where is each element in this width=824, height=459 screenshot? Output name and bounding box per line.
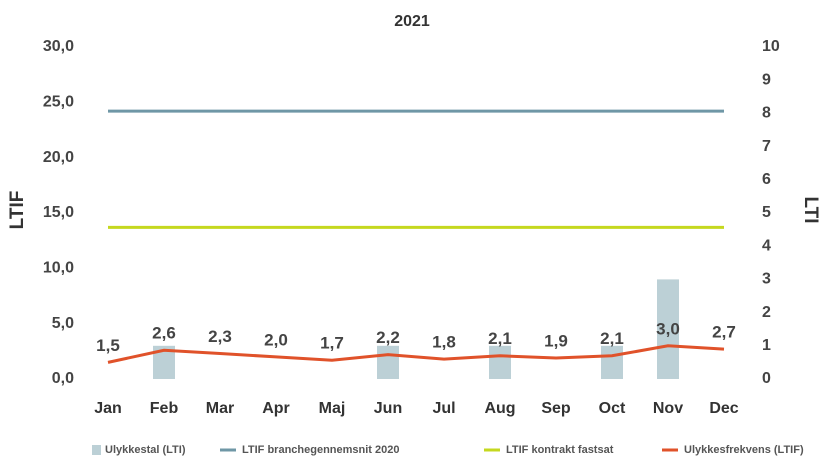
y2-tick-label: 7 (762, 138, 771, 155)
data-label: 2,0 (264, 330, 288, 349)
data-label: 2,3 (208, 327, 232, 346)
x-tick-label: Aug (484, 400, 515, 417)
x-tick-label: Oct (599, 400, 626, 417)
data-label: 2,2 (376, 328, 400, 347)
data-label: 1,7 (320, 334, 344, 353)
legend-label: LTIF branchegennemsnit 2020 (242, 444, 400, 456)
legend-swatch (92, 445, 101, 455)
y2-tick-label: 4 (762, 237, 771, 254)
x-tick-label: Maj (319, 400, 346, 417)
y2-tick-label: 10 (762, 38, 780, 55)
line (107, 344, 725, 364)
y-tick-label: 5,0 (52, 315, 74, 332)
data-label: 2,7 (712, 323, 736, 342)
y2-tick-label: 2 (762, 304, 771, 321)
bar (489, 345, 511, 379)
y2-axis-label: LTI (800, 196, 821, 223)
legend-label: Ulykkesfrekvens (LTIF) (684, 444, 804, 456)
y2-tick-label: 1 (762, 337, 771, 354)
data-label: 2,6 (152, 324, 176, 343)
y2-tick-label: 9 (762, 71, 771, 88)
bar (601, 345, 623, 379)
y2-tick-label: 3 (762, 271, 771, 288)
y2-tick-label: 0 (762, 370, 771, 387)
chart-title: 2021 (394, 13, 430, 30)
data-label: 3,0 (656, 319, 680, 338)
x-tick-label: Jul (432, 400, 455, 417)
data-label: 1,8 (432, 333, 456, 352)
x-tick-label: Jun (374, 400, 402, 417)
y-tick-label: 10,0 (43, 260, 74, 277)
bar (657, 279, 679, 379)
y2-tick-label: 8 (762, 105, 771, 122)
y2-tick-label: 6 (762, 171, 771, 188)
y-tick-label: 30,0 (43, 38, 74, 55)
x-tick-label: Dec (709, 400, 738, 417)
y2-tick-label: 5 (762, 204, 771, 221)
x-tick-label: Jan (94, 400, 122, 417)
data-label: 2,1 (488, 329, 512, 348)
legend-label: LTIF kontrakt fastsat (506, 444, 614, 456)
data-label: 2,1 (600, 329, 624, 348)
y-tick-label: 15,0 (43, 204, 74, 221)
data-label: 1,9 (544, 331, 568, 350)
x-tick-label: Nov (653, 400, 683, 417)
y-axis-label: LTIF (7, 191, 28, 230)
legend-label: Ulykkestal (LTI) (105, 444, 186, 456)
bar (377, 345, 399, 379)
y-tick-label: 0,0 (52, 370, 74, 387)
bar (153, 345, 175, 379)
y-tick-label: 20,0 (43, 149, 74, 166)
data-label: 1,5 (96, 336, 120, 355)
x-tick-label: Mar (206, 400, 234, 417)
x-tick-label: Apr (262, 400, 290, 417)
y-tick-label: 25,0 (43, 94, 74, 111)
x-tick-label: Sep (541, 400, 571, 417)
x-tick-label: Feb (150, 400, 179, 417)
